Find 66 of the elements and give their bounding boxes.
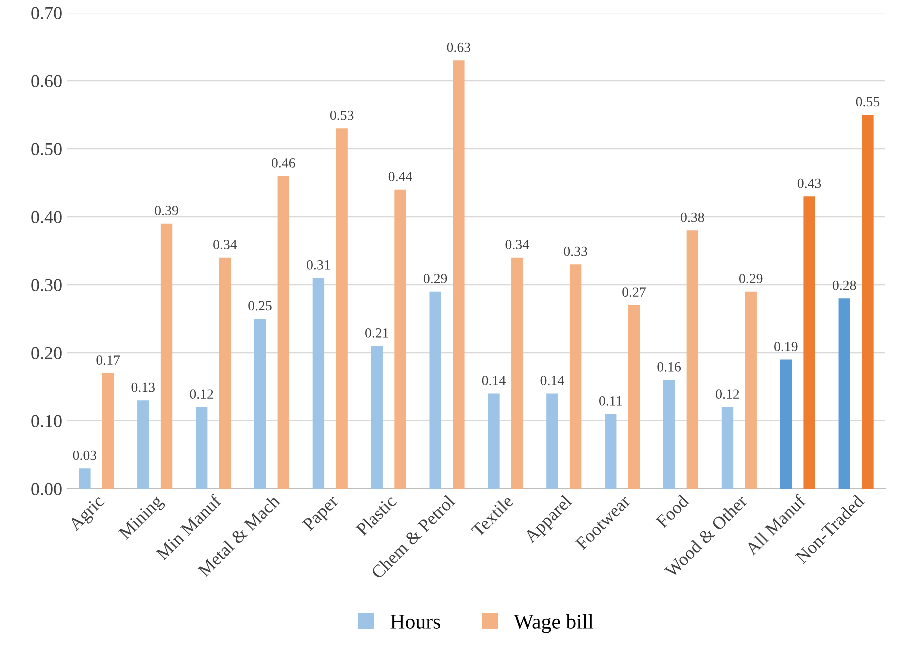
y-tick-label: 0.40 bbox=[32, 211, 62, 224]
bar bbox=[745, 292, 757, 489]
bar bbox=[430, 292, 442, 489]
y-tick-label: 0.60 bbox=[32, 75, 62, 88]
data-label: 0.63 bbox=[447, 42, 471, 52]
data-label: 0.34 bbox=[214, 240, 238, 250]
bar bbox=[453, 60, 465, 489]
legend-label: Wage bill bbox=[514, 614, 594, 634]
bar bbox=[512, 258, 524, 489]
bar bbox=[196, 407, 208, 489]
bar bbox=[371, 346, 383, 489]
bar bbox=[336, 128, 348, 489]
bar bbox=[663, 380, 676, 489]
bar bbox=[862, 115, 874, 489]
y-tick-label: 0.20 bbox=[32, 347, 62, 360]
bar bbox=[804, 196, 816, 489]
y-tick-label: 0.50 bbox=[32, 143, 62, 156]
legend-label: Hours bbox=[390, 615, 440, 629]
bar bbox=[628, 305, 640, 489]
y-tick-label: 0.30 bbox=[32, 279, 62, 292]
data-label: 0.14 bbox=[482, 376, 506, 386]
bar bbox=[138, 400, 150, 489]
data-label: 0.25 bbox=[248, 301, 272, 311]
bar bbox=[160, 224, 173, 489]
data-label: 0.53 bbox=[330, 110, 354, 120]
bar bbox=[254, 319, 266, 489]
bar bbox=[312, 278, 325, 489]
data-label: 0.19 bbox=[774, 342, 798, 352]
data-label: 0.29 bbox=[739, 274, 763, 284]
bar bbox=[488, 394, 500, 489]
data-label: 0.29 bbox=[424, 274, 448, 284]
data-label: 0.17 bbox=[96, 356, 120, 366]
bar bbox=[570, 264, 582, 489]
data-label: 0.31 bbox=[307, 260, 330, 270]
bar bbox=[79, 468, 91, 489]
bar bbox=[780, 360, 792, 489]
data-label: 0.39 bbox=[155, 206, 178, 216]
data-label: 0.12 bbox=[190, 390, 214, 400]
data-label: 0.21 bbox=[366, 328, 388, 338]
y-tick-label: 0.10 bbox=[32, 415, 62, 428]
data-label: 0.14 bbox=[540, 376, 564, 386]
data-label: 0.13 bbox=[132, 382, 155, 392]
data-label: 0.55 bbox=[856, 97, 880, 107]
bar bbox=[278, 176, 290, 489]
data-label: 0.27 bbox=[622, 288, 646, 298]
bar bbox=[838, 298, 850, 489]
bar bbox=[102, 373, 114, 489]
data-label: 0.16 bbox=[658, 362, 682, 372]
bar bbox=[394, 190, 406, 489]
data-label: 0.03 bbox=[73, 450, 97, 460]
data-label: 0.43 bbox=[798, 178, 822, 188]
data-label: 0.12 bbox=[716, 390, 740, 400]
data-label: 0.11 bbox=[600, 396, 622, 406]
data-label: 0.46 bbox=[272, 158, 296, 168]
bar bbox=[722, 407, 734, 489]
data-label: 0.34 bbox=[506, 240, 530, 250]
data-label: 0.28 bbox=[832, 280, 856, 290]
data-label: 0.44 bbox=[388, 172, 412, 182]
y-tick-label: 0.70 bbox=[32, 7, 62, 20]
data-label: 0.38 bbox=[681, 212, 704, 222]
bar bbox=[219, 258, 232, 489]
bar bbox=[546, 394, 558, 489]
y-tick-label: 0.00 bbox=[32, 483, 62, 496]
bar bbox=[686, 230, 699, 489]
data-label: 0.33 bbox=[564, 246, 588, 256]
bar bbox=[605, 414, 617, 489]
